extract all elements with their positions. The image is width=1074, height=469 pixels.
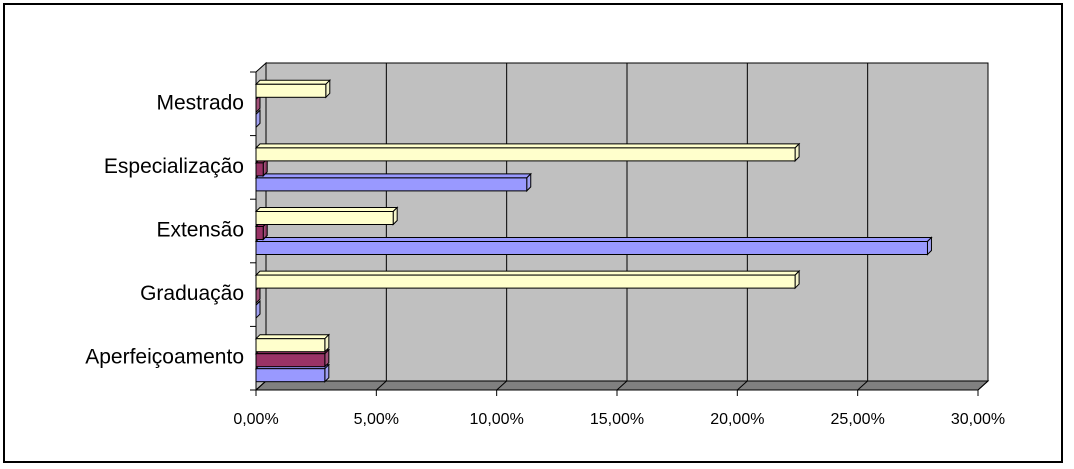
bar-front	[255, 353, 326, 368]
y-tick-label: Mestrado	[156, 91, 244, 114]
floor-grid-line	[496, 380, 508, 391]
floor-grid-line	[736, 380, 748, 391]
bar-front	[255, 162, 264, 177]
bar-top	[254, 143, 801, 149]
bar-top	[254, 79, 332, 85]
bar	[254, 142, 801, 163]
bar	[254, 236, 933, 256]
y-tick-label: Especialização	[104, 155, 244, 178]
bar	[254, 206, 399, 226]
bar-top	[254, 334, 331, 340]
bar-front	[255, 338, 326, 353]
bar-front	[255, 226, 264, 240]
y-tick-label: Graduação	[140, 282, 244, 305]
bar-side	[255, 299, 261, 320]
bar	[254, 172, 532, 193]
bar-top	[254, 270, 801, 276]
bar	[254, 157, 269, 178]
bar	[254, 79, 332, 99]
x-tick-label: 30,00%	[951, 411, 1005, 428]
floor-grid-line	[255, 380, 267, 391]
bar-front	[255, 83, 327, 98]
bar	[255, 109, 261, 129]
floor-grid-line	[616, 380, 628, 391]
bar-front	[255, 274, 796, 289]
bar-top	[254, 173, 532, 179]
bar-top	[254, 207, 399, 212]
bar-top	[254, 237, 933, 242]
floor-grid-line	[857, 380, 869, 391]
bar	[254, 348, 331, 368]
bar-side	[255, 109, 261, 129]
bar	[254, 363, 331, 383]
bar-front	[255, 241, 928, 255]
x-tick-label: 0,00%	[233, 411, 278, 428]
bar-front	[255, 211, 394, 225]
x-tick-label: 10,00%	[470, 411, 524, 428]
bar-front	[255, 147, 796, 162]
bar	[254, 269, 801, 290]
x-tick-label: 25,00%	[831, 411, 885, 428]
x-tick-label: 20,00%	[710, 411, 764, 428]
y-tick-label: Aperfeiçoamento	[85, 346, 244, 369]
bar	[254, 221, 269, 241]
floor-grid-line	[977, 380, 989, 391]
bar-front	[255, 368, 326, 383]
bar-front	[255, 177, 528, 192]
floor-grid-line	[375, 380, 387, 391]
y-tick-label: Extensão	[156, 219, 244, 242]
bar	[254, 333, 331, 353]
x-tick-label: 15,00%	[590, 411, 644, 428]
x-tick-label: 5,00%	[354, 411, 399, 428]
bar	[255, 299, 261, 320]
